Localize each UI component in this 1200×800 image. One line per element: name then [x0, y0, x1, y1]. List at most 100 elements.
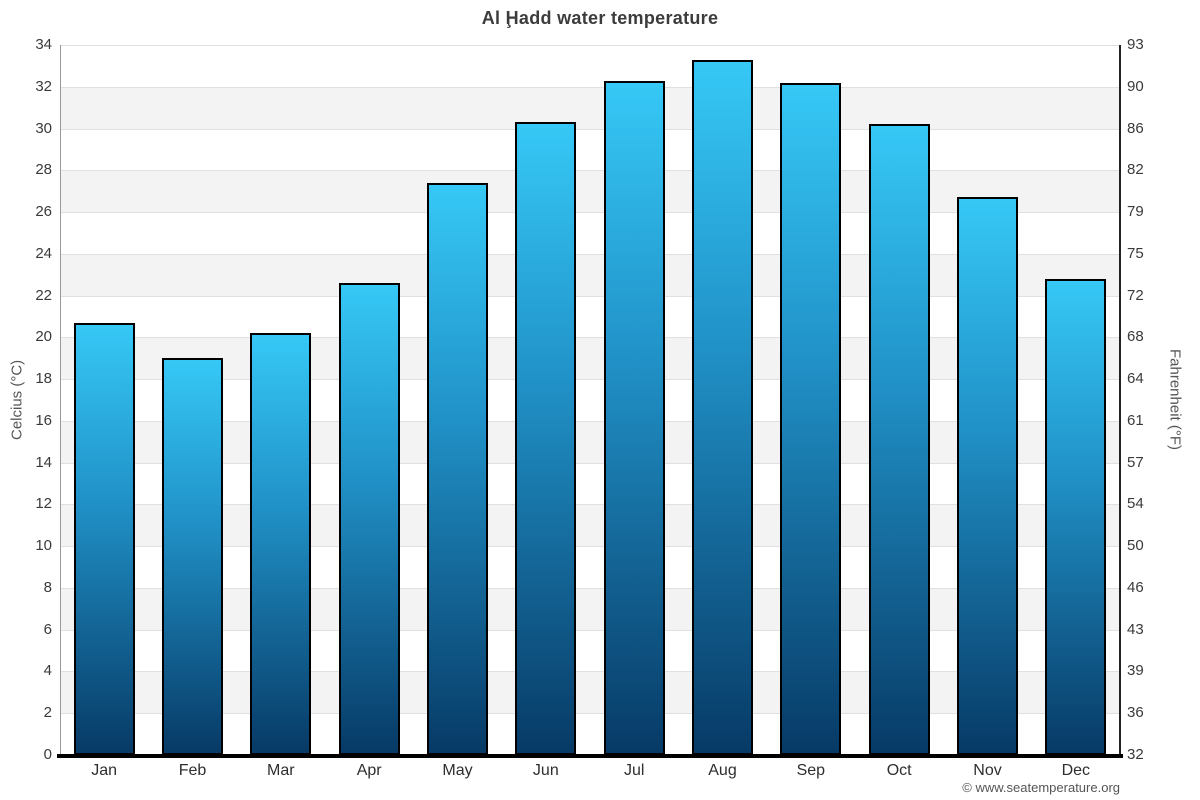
bar-aug [692, 59, 753, 755]
y-tick-right-68: 68 [1127, 328, 1144, 346]
y-tick-left-4: 4 [43, 662, 52, 680]
y-tick-right-79: 79 [1127, 203, 1144, 221]
y-tick-right-86: 86 [1127, 119, 1144, 137]
x-tick-aug: Aug [708, 762, 737, 779]
plot-band [60, 504, 1120, 547]
x-tick-apr: Apr [356, 762, 382, 779]
chart-title: Al Ḩadd water temperature [481, 8, 719, 28]
x-tick-mar: Mar [267, 762, 295, 779]
bar-jan [73, 322, 135, 755]
y-tick-right-32: 32 [1127, 746, 1144, 763]
y-axis-label-fahrenheit: Fahrenheit (°F) [1166, 349, 1184, 451]
y-tick-left-32: 32 [35, 77, 52, 95]
y-tick-left-12: 12 [35, 495, 52, 513]
y-tick-right-57: 57 [1127, 453, 1144, 471]
y-axis-label-celsius: Celcius (°C) [8, 359, 26, 441]
y-tick-right-50: 50 [1127, 537, 1144, 555]
x-tick-sep: Sep [796, 762, 826, 779]
x-tick-dec: Dec [1061, 762, 1091, 779]
bar-sep [780, 82, 842, 755]
x-tick-oct: Oct [886, 762, 912, 779]
y-tick-right-64: 64 [1127, 370, 1144, 388]
y-tick-right-61: 61 [1127, 411, 1144, 429]
plot-band [60, 86, 1120, 129]
x-tick-may: May [442, 762, 473, 779]
y-tick-right-72: 72 [1127, 286, 1144, 304]
y-tick-right-39: 39 [1127, 662, 1144, 680]
bar-nov [957, 197, 1018, 755]
plot-band [60, 587, 1120, 630]
y-tick-left-8: 8 [43, 578, 52, 596]
y-tick-left-18: 18 [35, 370, 52, 388]
gridline [60, 671, 1120, 673]
x-tick-nov: Nov [973, 762, 1002, 779]
y-axis-line-left [60, 45, 61, 755]
plot-band [60, 629, 1120, 672]
gridline [60, 504, 1120, 506]
gridline [60, 713, 1120, 715]
copyright-note: © www.seatemperature.org [962, 780, 1120, 795]
y-tick-left-22: 22 [35, 286, 52, 304]
plot-band [60, 295, 1120, 338]
gridline [60, 128, 1120, 130]
y-tick-left-20: 20 [35, 328, 52, 346]
y-tick-left-2: 2 [43, 704, 52, 722]
gridline [60, 212, 1120, 214]
gridline [60, 295, 1120, 297]
y-tick-right-82: 82 [1127, 161, 1144, 179]
x-tick-jan: Jan [91, 762, 118, 779]
plot-band [60, 337, 1120, 380]
plot-area [60, 45, 1120, 755]
plot-band [60, 170, 1120, 213]
bar-oct [868, 124, 930, 755]
y-axis-line-right [1119, 45, 1121, 755]
gridline [60, 337, 1120, 339]
bar-dec [1045, 278, 1107, 755]
plot-band [60, 128, 1120, 171]
x-tick-jul: Jul [623, 762, 645, 779]
plot-band [60, 45, 1120, 87]
y-tick-right-75: 75 [1127, 244, 1144, 262]
y-tick-left-26: 26 [35, 203, 52, 221]
y-tick-right-46: 46 [1127, 578, 1144, 596]
plot-band [60, 546, 1120, 588]
y-tick-left-6: 6 [43, 620, 52, 638]
gridline [60, 45, 1120, 46]
gridline [60, 462, 1120, 464]
gridline [60, 420, 1120, 422]
gridline [60, 170, 1120, 172]
bar-feb [162, 358, 223, 755]
gridline [60, 587, 1120, 589]
gridline [60, 253, 1120, 255]
y-tick-right-90: 90 [1127, 77, 1144, 95]
y-tick-right-93: 93 [1127, 36, 1144, 53]
plot-band [60, 462, 1120, 505]
y-tick-left-28: 28 [35, 161, 52, 179]
gridline [60, 546, 1120, 548]
x-tick-feb: Feb [178, 762, 207, 779]
y-tick-left-16: 16 [35, 411, 52, 429]
y-tick-left-10: 10 [35, 537, 52, 555]
y-tick-right-54: 54 [1127, 495, 1144, 513]
plot-band [60, 713, 1120, 755]
bar-apr [338, 283, 400, 755]
gridline [60, 629, 1120, 631]
plot-band [60, 420, 1120, 463]
plot-band [60, 253, 1120, 296]
x-axis-line [57, 754, 1123, 758]
plot-band [60, 212, 1120, 254]
x-tick-jun: Jun [532, 762, 559, 779]
gridline [60, 379, 1120, 381]
gridline [60, 86, 1120, 88]
y-tick-left-24: 24 [35, 244, 52, 262]
plot-band [60, 379, 1120, 421]
bar-mar [250, 333, 312, 755]
y-tick-right-43: 43 [1127, 620, 1144, 638]
bar-jul [603, 80, 665, 755]
y-tick-left-30: 30 [35, 119, 52, 137]
y-tick-left-0: 0 [43, 746, 52, 763]
y-tick-left-14: 14 [35, 453, 52, 471]
y-tick-right-36: 36 [1127, 704, 1144, 722]
bar-jun [515, 122, 577, 755]
